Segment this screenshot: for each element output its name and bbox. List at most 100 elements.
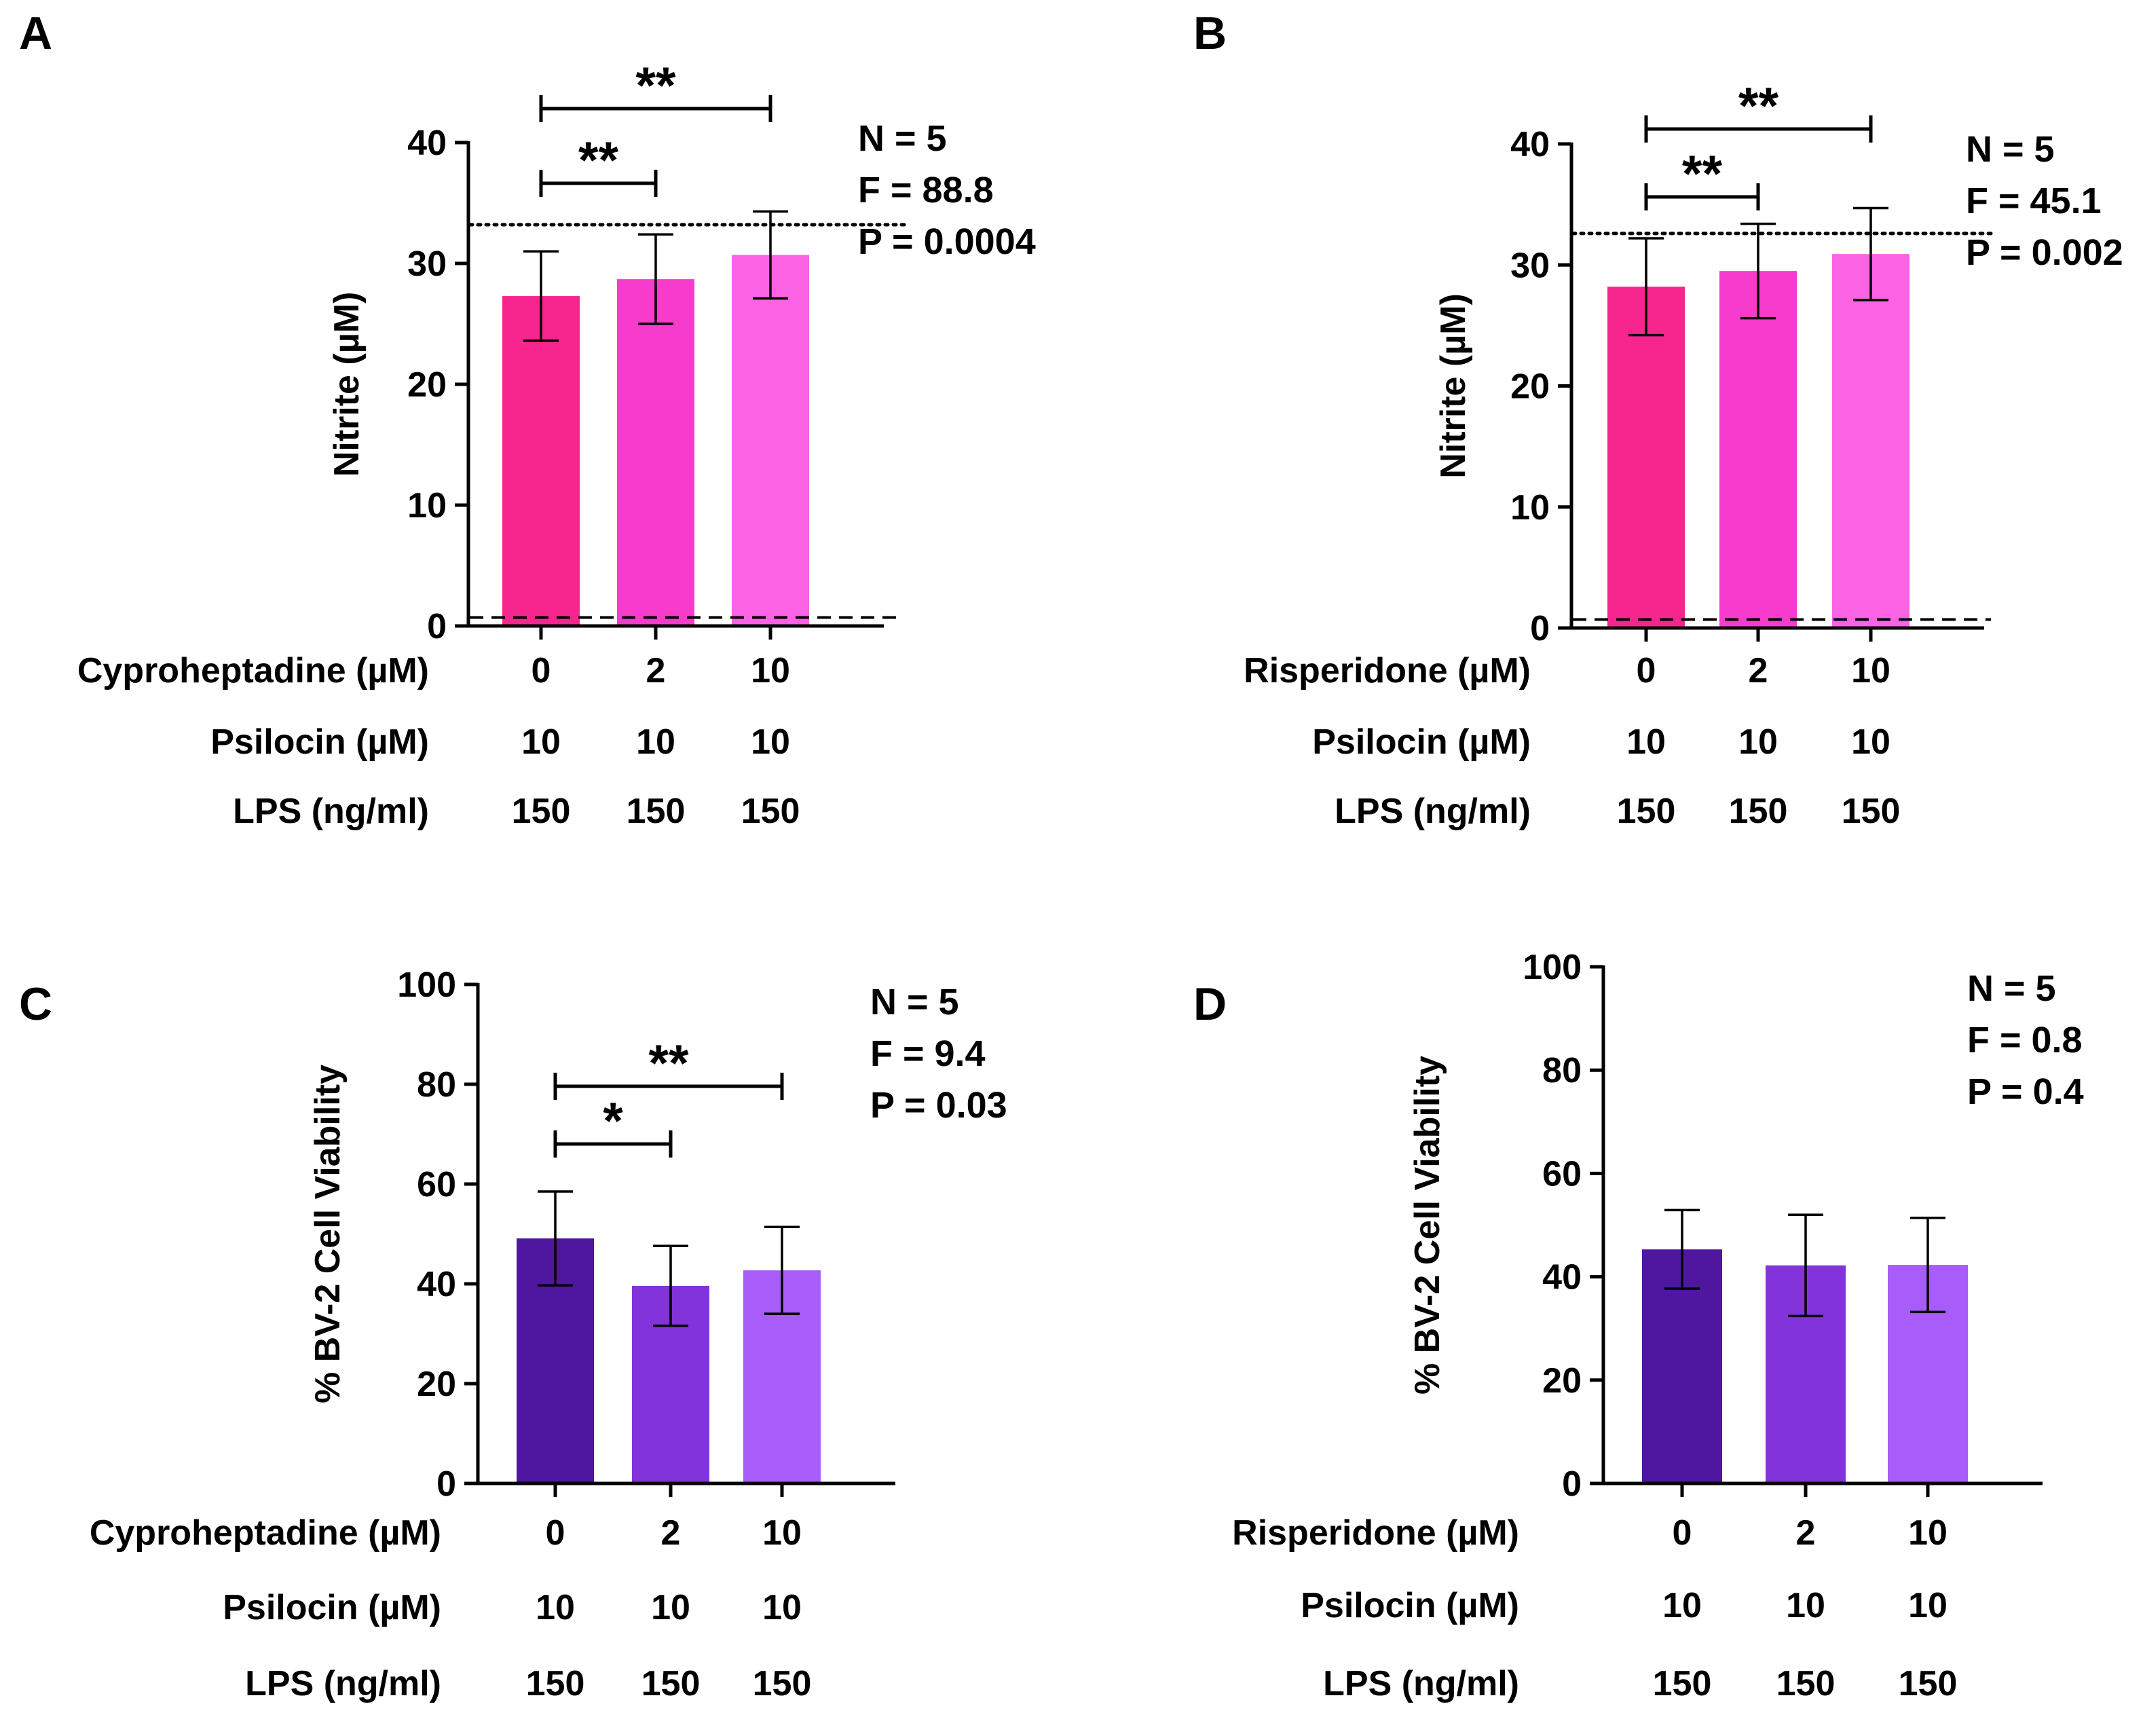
significance-label: ** — [648, 1035, 689, 1092]
bar-2 — [1832, 254, 1909, 628]
y-tick-label: 0 — [436, 1464, 456, 1504]
significance-bracket — [539, 170, 658, 197]
stat-text: N = 5 — [1966, 129, 2055, 170]
condition-value: 10 — [636, 722, 675, 762]
error-bar-2 — [764, 1225, 800, 1315]
error-bar-1 — [638, 233, 673, 325]
stat-text: N = 5 — [870, 982, 959, 1022]
condition-value: 150 — [741, 792, 800, 831]
stat-text: P = 0.0004 — [858, 221, 1036, 262]
y-tick-label: 100 — [1523, 948, 1582, 987]
bar-2 — [732, 255, 809, 626]
y-tick-label: 30 — [1510, 246, 1550, 285]
condition-value: 150 — [1729, 792, 1788, 831]
y-tick-label: 40 — [417, 1265, 456, 1304]
significance-label: ** — [578, 132, 619, 189]
condition-value: 10 — [1851, 722, 1890, 762]
condition-value: 0 — [1637, 651, 1656, 690]
condition-value: 10 — [1908, 1586, 1948, 1625]
bar-1 — [1719, 271, 1797, 629]
y-tick-label: 0 — [1530, 609, 1550, 648]
condition-label: LPS (ng/ml) — [1323, 1664, 1519, 1703]
stat-text: F = 0.8 — [1967, 1020, 2083, 1060]
condition-value: 10 — [536, 1588, 575, 1627]
condition-value: 10 — [1851, 651, 1890, 690]
error-bar-2 — [1910, 1217, 1945, 1314]
significance-label: ** — [1738, 77, 1779, 135]
condition-value: 10 — [1738, 722, 1778, 762]
condition-label: Cyproheptadine (µM) — [90, 1513, 441, 1553]
y-tick-label: 10 — [1510, 488, 1550, 528]
error-bar-1 — [1740, 222, 1776, 320]
error-bar-1 — [1788, 1213, 1823, 1318]
condition-value: 0 — [1673, 1513, 1692, 1553]
condition-value: 150 — [1899, 1664, 1958, 1703]
bar-0 — [1607, 287, 1685, 628]
y-tick-label: 0 — [427, 607, 447, 646]
error-bar-0 — [523, 250, 559, 342]
y-axis-title: Nitrite (µM) — [1434, 293, 1473, 479]
condition-label: Cyproheptadine (µM) — [77, 651, 429, 690]
panel-letter: C — [19, 978, 52, 1030]
significance-bracket — [553, 1073, 784, 1100]
condition-label: LPS (ng/ml) — [245, 1664, 441, 1703]
condition-label: LPS (ng/ml) — [233, 792, 429, 831]
error-bar-0 — [1628, 237, 1664, 337]
y-tick-label: 20 — [1510, 367, 1550, 407]
bar-0 — [502, 296, 580, 626]
condition-value: 2 — [1796, 1513, 1816, 1553]
condition-label: Psilocin (µM) — [210, 722, 429, 762]
y-tick-label: 40 — [1542, 1258, 1582, 1297]
stat-text: F = 9.4 — [870, 1033, 986, 1074]
bar-1 — [617, 279, 694, 626]
stat-text: N = 5 — [1967, 968, 2056, 1009]
y-tick-label: 100 — [397, 965, 456, 1005]
condition-value: 150 — [627, 792, 686, 831]
condition-value: 150 — [1653, 1664, 1712, 1703]
error-bar-0 — [538, 1190, 573, 1287]
condition-value: 10 — [1662, 1586, 1702, 1625]
condition-value: 10 — [751, 722, 790, 762]
significance-label: ** — [635, 57, 676, 115]
stat-text: P = 0.002 — [1966, 232, 2123, 273]
panel-letter: D — [1193, 978, 1227, 1030]
condition-value: 150 — [526, 1664, 585, 1703]
condition-value: 2 — [661, 1513, 681, 1553]
stat-text: F = 45.1 — [1966, 181, 2102, 221]
condition-value: 150 — [641, 1664, 701, 1703]
stat-text: N = 5 — [858, 118, 947, 159]
condition-value: 150 — [1617, 792, 1676, 831]
condition-value: 150 — [1842, 792, 1901, 831]
significance-label: * — [603, 1092, 623, 1150]
condition-label: Psilocin (µM) — [1312, 722, 1531, 762]
condition-value: 0 — [546, 1513, 565, 1553]
condition-label: Psilocin (µM) — [223, 1588, 441, 1627]
condition-value: 10 — [521, 722, 561, 762]
condition-value: 10 — [1908, 1513, 1948, 1553]
significance-label: ** — [1682, 145, 1723, 203]
y-tick-label: 60 — [1542, 1154, 1582, 1194]
condition-label: LPS (ng/ml) — [1335, 792, 1531, 831]
significance-bracket — [553, 1130, 673, 1158]
condition-value: 10 — [762, 1513, 802, 1553]
condition-value: 0 — [532, 651, 551, 690]
condition-value: 10 — [762, 1588, 802, 1627]
y-tick-label: 80 — [417, 1065, 456, 1105]
condition-value: 10 — [1786, 1586, 1825, 1625]
panel-letter: A — [19, 7, 52, 59]
condition-value: 10 — [751, 651, 790, 690]
y-tick-label: 80 — [1542, 1051, 1582, 1090]
significance-bracket — [539, 95, 772, 122]
y-tick-label: 40 — [407, 124, 447, 163]
stat-text: P = 0.03 — [870, 1085, 1007, 1126]
condition-value: 150 — [1776, 1664, 1835, 1703]
y-tick-label: 20 — [417, 1365, 456, 1404]
y-tick-label: 20 — [407, 365, 447, 405]
significance-bracket — [1644, 183, 1760, 210]
condition-label: Risperidone (µM) — [1232, 1513, 1519, 1553]
